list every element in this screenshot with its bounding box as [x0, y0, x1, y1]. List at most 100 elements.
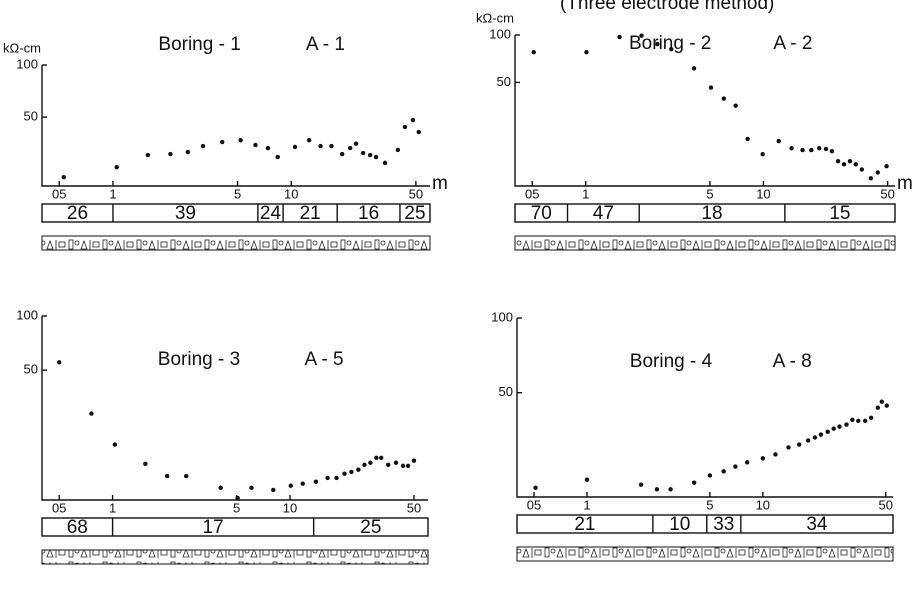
y-tick-label: 50: [24, 109, 38, 124]
x-tick-label: 1: [109, 186, 116, 201]
y-tick-label: 50: [499, 384, 513, 399]
axes: [516, 318, 893, 498]
data-point: [200, 143, 206, 149]
geology-strip: [514, 235, 896, 251]
layer-label: 10: [669, 514, 690, 535]
geology-strip: [41, 235, 431, 251]
x-tick-label: 05: [527, 497, 541, 512]
layer-label: 24: [260, 203, 282, 224]
data-point: [342, 471, 347, 476]
data-point: [183, 473, 189, 479]
data-point: [654, 487, 660, 492]
data-point: [360, 150, 366, 156]
data-point: [531, 49, 536, 55]
data-point: [655, 41, 660, 47]
data-point: [325, 475, 330, 481]
data-point: [809, 147, 814, 153]
layer-label: 16: [358, 203, 379, 224]
axes: [41, 65, 430, 187]
axes: [514, 35, 895, 187]
data-point: [825, 429, 830, 434]
x-tick-label: 10: [756, 186, 770, 201]
layer-label: 17: [203, 517, 224, 538]
data-point: [56, 360, 62, 365]
data-point: [374, 455, 379, 460]
x-tick-label: 50: [880, 186, 894, 201]
x-tick-label: 5: [706, 186, 713, 201]
layer-label: 25: [360, 517, 381, 538]
data-point: [185, 149, 191, 155]
data-point: [416, 129, 421, 135]
data-point: [89, 411, 94, 416]
data-point: [862, 418, 868, 424]
x-axis-unit: m: [432, 173, 448, 194]
data-point: [853, 162, 859, 167]
data-point: [837, 424, 842, 429]
data-point: [349, 469, 354, 475]
x-tick-label: 10: [283, 500, 297, 515]
panel-title: Boring - 1: [158, 34, 240, 55]
data-point: [143, 461, 148, 466]
data-point: [164, 473, 170, 479]
layer-label: 68: [67, 517, 88, 538]
data-point: [288, 483, 293, 488]
data-point: [220, 139, 225, 145]
data-point: [393, 460, 399, 465]
data-point: [850, 417, 855, 422]
data-point: [584, 477, 590, 482]
layer-bar: [41, 517, 429, 537]
data-point: [884, 403, 889, 408]
layer-label: 26: [67, 203, 88, 224]
data-point: [367, 152, 373, 158]
data-point: [856, 418, 861, 424]
data-point: [859, 167, 865, 172]
y-tick-label: 100: [16, 307, 38, 322]
data-point: [395, 147, 401, 153]
data-point: [112, 442, 118, 447]
x-tick-label: 05: [52, 500, 66, 515]
data-point: [721, 96, 727, 101]
data-point: [868, 176, 874, 181]
panel-annotation: A - 8: [773, 351, 812, 372]
data-point: [829, 148, 835, 154]
data-point: [238, 137, 243, 143]
panel-title: Boring - 3: [158, 349, 240, 370]
panel-annotation: A - 5: [304, 349, 343, 370]
data-point: [638, 482, 644, 487]
data-point: [329, 143, 334, 149]
data-point: [789, 146, 794, 151]
data-point: [145, 152, 151, 158]
data-point: [411, 458, 417, 463]
data-point: [271, 487, 276, 493]
data-point: [817, 146, 822, 151]
data-point: [868, 415, 874, 421]
data-point: [114, 164, 119, 170]
y-tick-label: 100: [489, 26, 511, 41]
axes: [41, 316, 428, 501]
y-tick-label: 50: [24, 362, 38, 377]
data-point: [386, 462, 391, 468]
y-axis-unit: kΩ-cm: [3, 40, 41, 55]
data-point: [831, 426, 836, 431]
data-point: [318, 143, 323, 149]
data-point: [812, 435, 818, 440]
data-point: [760, 456, 766, 461]
x-axis-unit: m: [897, 173, 913, 194]
layer-label: 18: [701, 203, 722, 224]
layer-label: 21: [574, 514, 595, 535]
layer-label: 39: [175, 203, 196, 224]
x-tick-label: 10: [756, 497, 770, 512]
layer-bar: [514, 203, 896, 223]
data-point: [410, 117, 416, 123]
layer-bar: [516, 514, 894, 534]
data-point: [844, 422, 849, 427]
panel-title: Boring - 4: [630, 351, 713, 372]
x-tick-label: 5: [233, 500, 240, 515]
data-point: [879, 399, 885, 404]
data-point: [733, 103, 738, 108]
data-point: [875, 405, 881, 410]
data-point: [745, 136, 750, 142]
data-point: [362, 462, 367, 468]
data-point: [835, 159, 841, 164]
